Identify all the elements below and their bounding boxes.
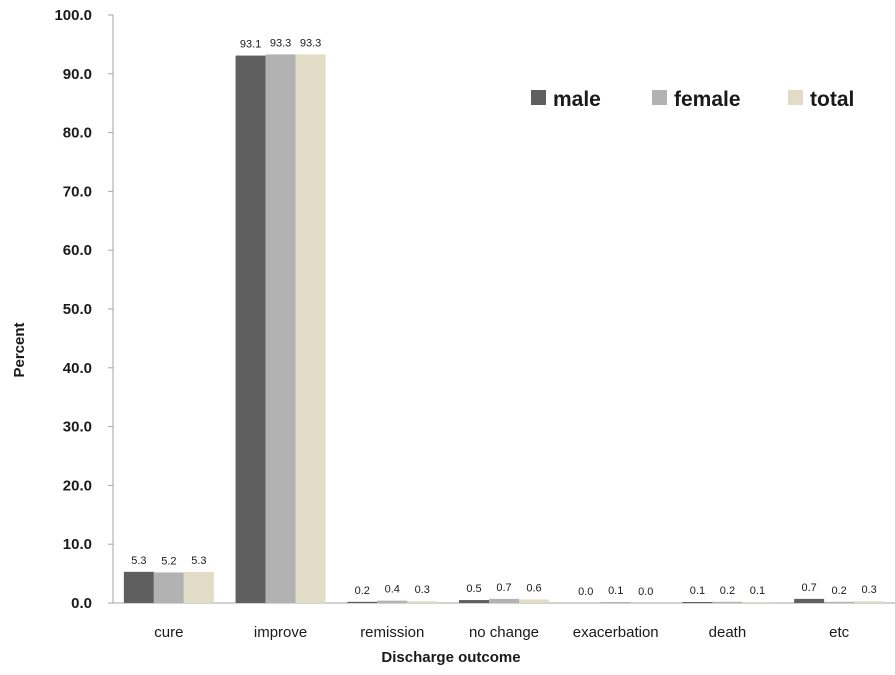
x-axis-title: Discharge outcome — [381, 649, 520, 666]
bar-female — [377, 600, 408, 603]
data-label: 0.0 — [578, 586, 593, 598]
y-tick-label: 40.0 — [63, 360, 92, 377]
data-label: 5.3 — [191, 555, 206, 567]
data-label: 0.1 — [608, 585, 623, 597]
bar-female — [489, 598, 519, 603]
data-label: 0.2 — [831, 585, 846, 597]
y-tick-label: 80.0 — [63, 125, 92, 142]
bar-female — [600, 602, 631, 603]
data-labels-group: 5.3 5.2 5.3 93.1 93.3 93.3 0.2 0.4 0.3 0.5 0.7 0.6 0… — [131, 37, 877, 598]
x-category-label: remission — [360, 624, 424, 641]
x-axis-categories: cure improve remission no change exacerbatio… — [154, 624, 849, 641]
bar-total — [519, 599, 549, 603]
y-tick-label: 20.0 — [63, 477, 92, 494]
x-category-label: cure — [154, 624, 183, 641]
x-category-label: improve — [254, 624, 307, 641]
bar-male — [235, 55, 266, 603]
bar-male — [794, 598, 825, 603]
data-label: 0.5 — [466, 583, 481, 595]
data-label: 0.7 — [496, 582, 511, 594]
x-category-label: exacerbation — [573, 624, 659, 641]
data-label: 93.1 — [240, 39, 261, 51]
data-label: 0.3 — [861, 584, 876, 596]
data-label: 5.3 — [131, 555, 146, 567]
data-label: 93.3 — [270, 37, 291, 49]
data-label: 0.2 — [355, 585, 370, 597]
bar-female — [824, 601, 855, 603]
bars-group — [123, 54, 885, 604]
data-label: 0.0 — [638, 586, 653, 598]
data-label: 0.4 — [385, 584, 400, 596]
bar-female — [265, 54, 296, 604]
y-axis-title: Percent — [11, 322, 28, 377]
bar-male — [682, 602, 713, 603]
bar-female — [153, 572, 184, 603]
y-tick-label: 0.0 — [71, 595, 92, 612]
data-label: 0.3 — [415, 584, 430, 596]
bar-total — [183, 571, 214, 603]
y-tick-label: 70.0 — [63, 183, 92, 200]
data-label: 5.2 — [161, 555, 176, 567]
y-tick-label: 90.0 — [63, 66, 92, 83]
y-axis-ticks: 0.0 10.0 20.0 30.0 40.0 50.0 60.0 70.0 80.0 90.0 1… — [54, 7, 113, 612]
data-label: 0.6 — [526, 582, 541, 594]
x-category-label: no change — [469, 624, 539, 641]
y-tick-label: 60.0 — [63, 242, 92, 259]
legend-swatch-male — [531, 90, 546, 105]
data-label: 0.2 — [720, 585, 735, 597]
bar-male — [347, 601, 378, 603]
data-label: 93.3 — [300, 37, 321, 49]
data-label: 0.1 — [750, 585, 765, 597]
bar-male — [123, 571, 154, 603]
bar-total — [854, 601, 885, 603]
bar-total — [295, 54, 326, 604]
bar-total — [407, 601, 438, 603]
data-label: 0.7 — [801, 582, 816, 594]
x-category-label: death — [709, 624, 747, 641]
y-tick-label: 50.0 — [63, 301, 92, 318]
legend-label-female: female — [674, 88, 741, 111]
legend-swatch-total — [788, 90, 803, 105]
bar-total — [742, 602, 773, 603]
y-tick-label: 100.0 — [54, 7, 92, 24]
legend-swatch-female — [652, 90, 667, 105]
bar-female — [712, 601, 743, 603]
y-tick-label: 30.0 — [63, 419, 92, 436]
y-tick-label: 10.0 — [63, 536, 92, 553]
legend: male female total — [531, 88, 854, 111]
bar-male — [459, 600, 489, 603]
data-label: 0.1 — [690, 585, 705, 597]
legend-label-male: male — [553, 88, 601, 111]
x-category-label: etc — [829, 624, 850, 641]
legend-label-total: total — [810, 88, 854, 111]
